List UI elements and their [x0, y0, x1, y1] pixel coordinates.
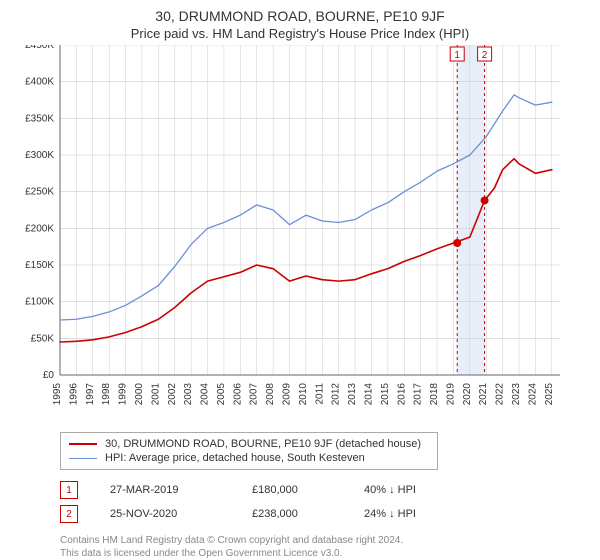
svg-text:2005: 2005 — [216, 383, 227, 406]
legend-swatch — [69, 443, 97, 445]
svg-text:2015: 2015 — [380, 383, 391, 406]
sale-date: 27-MAR-2019 — [110, 484, 220, 496]
svg-text:£300K: £300K — [25, 150, 54, 161]
sale-delta: 24% ↓ HPI — [364, 508, 454, 520]
svg-text:1: 1 — [454, 50, 460, 61]
svg-text:£200K: £200K — [25, 223, 54, 234]
svg-text:2023: 2023 — [511, 383, 522, 406]
svg-text:2024: 2024 — [527, 383, 538, 406]
page-title: 30, DRUMMOND ROAD, BOURNE, PE10 9JF — [0, 0, 600, 24]
footnote-line: This data is licensed under the Open Gov… — [60, 547, 600, 560]
footnote: Contains HM Land Registry data © Crown c… — [60, 534, 600, 560]
sales-table: 1 27-MAR-2019 £180,000 40% ↓ HPI 2 25-NOV-202… — [60, 478, 600, 526]
svg-text:2016: 2016 — [396, 383, 407, 406]
sale-marker: 1 — [60, 481, 78, 499]
svg-text:2009: 2009 — [282, 383, 293, 406]
svg-text:2017: 2017 — [413, 383, 424, 406]
svg-text:2000: 2000 — [134, 383, 145, 406]
svg-text:2020: 2020 — [462, 383, 473, 406]
svg-text:2013: 2013 — [347, 383, 358, 406]
svg-text:1999: 1999 — [118, 383, 129, 406]
svg-text:£100K: £100K — [25, 297, 54, 308]
svg-text:2007: 2007 — [249, 383, 260, 406]
svg-text:2014: 2014 — [363, 383, 374, 406]
svg-text:£50K: £50K — [31, 333, 55, 344]
svg-text:2006: 2006 — [232, 383, 243, 406]
svg-text:1995: 1995 — [52, 383, 63, 406]
svg-text:2012: 2012 — [331, 383, 342, 406]
page-subtitle: Price paid vs. HM Land Registry's House … — [0, 24, 600, 45]
sale-marker: 2 — [60, 505, 78, 523]
svg-text:1996: 1996 — [68, 383, 79, 406]
svg-text:£0: £0 — [43, 370, 55, 381]
svg-text:2011: 2011 — [314, 383, 325, 405]
svg-text:1997: 1997 — [85, 383, 96, 406]
svg-text:2018: 2018 — [429, 383, 440, 406]
svg-text:£150K: £150K — [25, 260, 54, 271]
svg-text:£250K: £250K — [25, 187, 54, 198]
sale-row: 1 27-MAR-2019 £180,000 40% ↓ HPI — [60, 478, 600, 502]
legend-label: 30, DRUMMOND ROAD, BOURNE, PE10 9JF (det… — [105, 438, 421, 450]
svg-text:2: 2 — [482, 50, 488, 61]
sale-date: 25-NOV-2020 — [110, 508, 220, 520]
line-chart: £0 £50K £100K £150K £200K £250K £300K £350K £400… — [0, 45, 580, 421]
svg-text:2001: 2001 — [150, 383, 161, 406]
svg-text:2025: 2025 — [544, 383, 555, 406]
svg-text:2021: 2021 — [478, 383, 489, 406]
legend-row: 30, DRUMMOND ROAD, BOURNE, PE10 9JF (det… — [69, 437, 429, 451]
footnote-line: Contains HM Land Registry data © Crown c… — [60, 534, 600, 547]
svg-text:£450K: £450K — [25, 45, 54, 51]
chart-container: £0 £50K £100K £150K £200K £250K £300K £350K £400… — [0, 45, 600, 426]
sale-price: £180,000 — [252, 484, 332, 496]
svg-text:2002: 2002 — [167, 383, 178, 406]
svg-text:£350K: £350K — [25, 113, 54, 124]
svg-text:2010: 2010 — [298, 383, 309, 406]
legend-swatch — [69, 458, 97, 459]
svg-text:£400K: £400K — [25, 77, 54, 88]
svg-text:2022: 2022 — [495, 383, 506, 406]
svg-text:2019: 2019 — [445, 383, 456, 406]
sale-price: £238,000 — [252, 508, 332, 520]
legend-row: HPI: Average price, detached house, Sout… — [69, 451, 429, 465]
legend-label: HPI: Average price, detached house, Sout… — [105, 452, 365, 464]
sale-delta: 40% ↓ HPI — [364, 484, 454, 496]
svg-text:2008: 2008 — [265, 383, 276, 406]
sale-row: 2 25-NOV-2020 £238,000 24% ↓ HPI — [60, 502, 600, 526]
svg-text:2004: 2004 — [200, 383, 211, 406]
svg-text:1998: 1998 — [101, 383, 112, 406]
legend: 30, DRUMMOND ROAD, BOURNE, PE10 9JF (det… — [60, 432, 438, 470]
svg-text:2003: 2003 — [183, 383, 194, 406]
